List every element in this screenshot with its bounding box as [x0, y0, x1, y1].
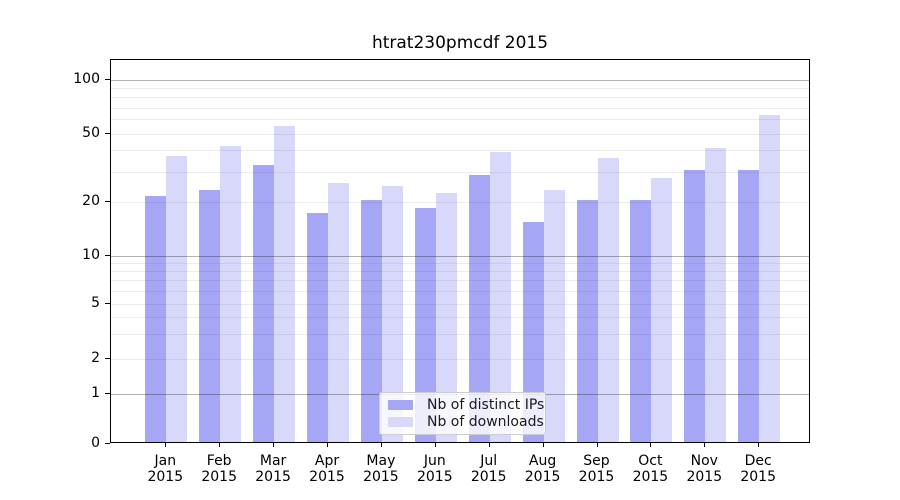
- bar-distinct-ips-sep: [576, 200, 598, 442]
- x-tick-mark: [327, 443, 328, 447]
- bar-distinct-ips-aug: [522, 222, 544, 442]
- y-tick-mark: [105, 442, 110, 444]
- x-tick-mark: [596, 443, 598, 447]
- major-gridline: [111, 80, 809, 81]
- bar-downloads-jun: [435, 192, 457, 442]
- major-gridline: [111, 255, 809, 257]
- legend-entry-distinct-ips: Nb of distinct IPs: [388, 397, 544, 413]
- minor-gridline: [111, 119, 809, 121]
- x-tick-label: Sep 2015: [578, 453, 615, 485]
- bar-distinct-ips-apr: [307, 212, 328, 442]
- minor-gridline: [111, 97, 809, 99]
- legend-swatch-downloads: [388, 416, 413, 427]
- x-tick-label: Oct 2015: [632, 453, 669, 485]
- bar-downloads-may: [381, 186, 403, 442]
- bar-distinct-ips-nov: [684, 169, 706, 442]
- x-tick-label: Jun 2015: [416, 453, 453, 485]
- bar-downloads-mar: [274, 125, 296, 442]
- legend-label-downloads: Nb of downloads: [427, 413, 544, 430]
- bar-downloads-nov: [705, 148, 727, 442]
- x-tick-label: Nov 2015: [686, 453, 723, 485]
- x-tick-label: Feb 2015: [201, 453, 237, 485]
- minor-gridline: [111, 304, 809, 305]
- y-tick-mark: [105, 303, 110, 304]
- minor-gridline: [111, 88, 809, 90]
- minor-gridline: [111, 150, 809, 152]
- bar-distinct-ips-jan: [145, 196, 167, 442]
- bar-downloads-aug: [543, 189, 565, 442]
- legend-entry-downloads: Nb of downloads: [388, 414, 544, 430]
- plot-area: [110, 59, 810, 443]
- chart-title: htrat230pmcdf 2015: [371, 33, 549, 53]
- legend-swatch-distinct-ips: [388, 400, 413, 411]
- legend: Nb of distinct IPs Nb of downloads: [379, 392, 546, 435]
- bar-downloads-feb: [220, 146, 242, 442]
- bar-downloads-dec: [759, 114, 781, 442]
- minor-gridline: [111, 280, 809, 282]
- bar-distinct-ips-oct: [630, 200, 652, 442]
- minor-gridline: [111, 262, 809, 264]
- bar-distinct-ips-jul: [468, 174, 490, 442]
- y-tick-mark: [105, 254, 110, 256]
- y-tick-mark: [105, 357, 110, 359]
- x-tick-label: Aug 2015: [524, 453, 561, 485]
- x-tick-mark: [273, 443, 275, 447]
- y-tick-label: 100: [73, 71, 100, 87]
- y-tick-label: 10: [82, 246, 100, 263]
- bar-downloads-jan: [166, 156, 188, 442]
- x-tick-mark: [758, 443, 760, 447]
- bar-downloads-sep: [597, 158, 619, 442]
- x-tick-mark: [650, 443, 652, 447]
- x-tick-mark: [704, 443, 706, 447]
- y-tick-label: 2: [91, 349, 100, 366]
- y-tick-label: 50: [82, 124, 100, 141]
- bar-distinct-ips-feb: [199, 189, 221, 442]
- bar-downloads-apr: [328, 183, 349, 442]
- minor-gridline: [111, 107, 809, 109]
- x-tick-mark: [219, 443, 221, 447]
- minor-gridline: [111, 291, 809, 293]
- y-tick-mark: [105, 392, 110, 394]
- x-tick-mark: [488, 443, 490, 447]
- minor-gridline: [111, 271, 809, 273]
- bar-downloads-jul: [489, 152, 511, 442]
- minor-gridline: [111, 202, 809, 203]
- x-tick-mark: [380, 443, 382, 447]
- legend-label-distinct-ips: Nb of distinct IPs: [427, 397, 545, 414]
- x-tick-label: Jul 2015: [470, 453, 507, 485]
- y-tick-label: 5: [91, 295, 100, 311]
- y-tick-label: 0: [91, 434, 100, 451]
- x-tick-mark: [542, 443, 544, 447]
- bar-distinct-ips-dec: [738, 169, 760, 442]
- y-tick-mark: [105, 132, 110, 134]
- x-tick-label: May 2015: [363, 453, 399, 485]
- minor-gridline: [111, 334, 809, 336]
- x-tick-mark: [434, 443, 436, 447]
- minor-gridline: [111, 358, 809, 360]
- y-tick-label: 20: [82, 193, 100, 209]
- x-tick-label: Apr 2015: [309, 453, 345, 485]
- bar-downloads-oct: [651, 177, 673, 442]
- y-tick-mark: [105, 201, 110, 202]
- x-tick-label: Mar 2015: [255, 453, 291, 485]
- minor-gridline: [111, 171, 809, 173]
- y-tick-label: 1: [91, 384, 100, 401]
- x-tick-label: Dec 2015: [740, 453, 776, 485]
- x-tick-mark: [165, 443, 167, 447]
- y-tick-mark: [105, 79, 110, 80]
- x-tick-label: Jan 2015: [147, 453, 184, 485]
- minor-gridline: [111, 133, 809, 135]
- bar-distinct-ips-jun: [414, 208, 436, 442]
- bar-distinct-ips-may: [360, 200, 382, 442]
- bar-distinct-ips-mar: [253, 164, 275, 442]
- minor-gridline: [111, 317, 809, 319]
